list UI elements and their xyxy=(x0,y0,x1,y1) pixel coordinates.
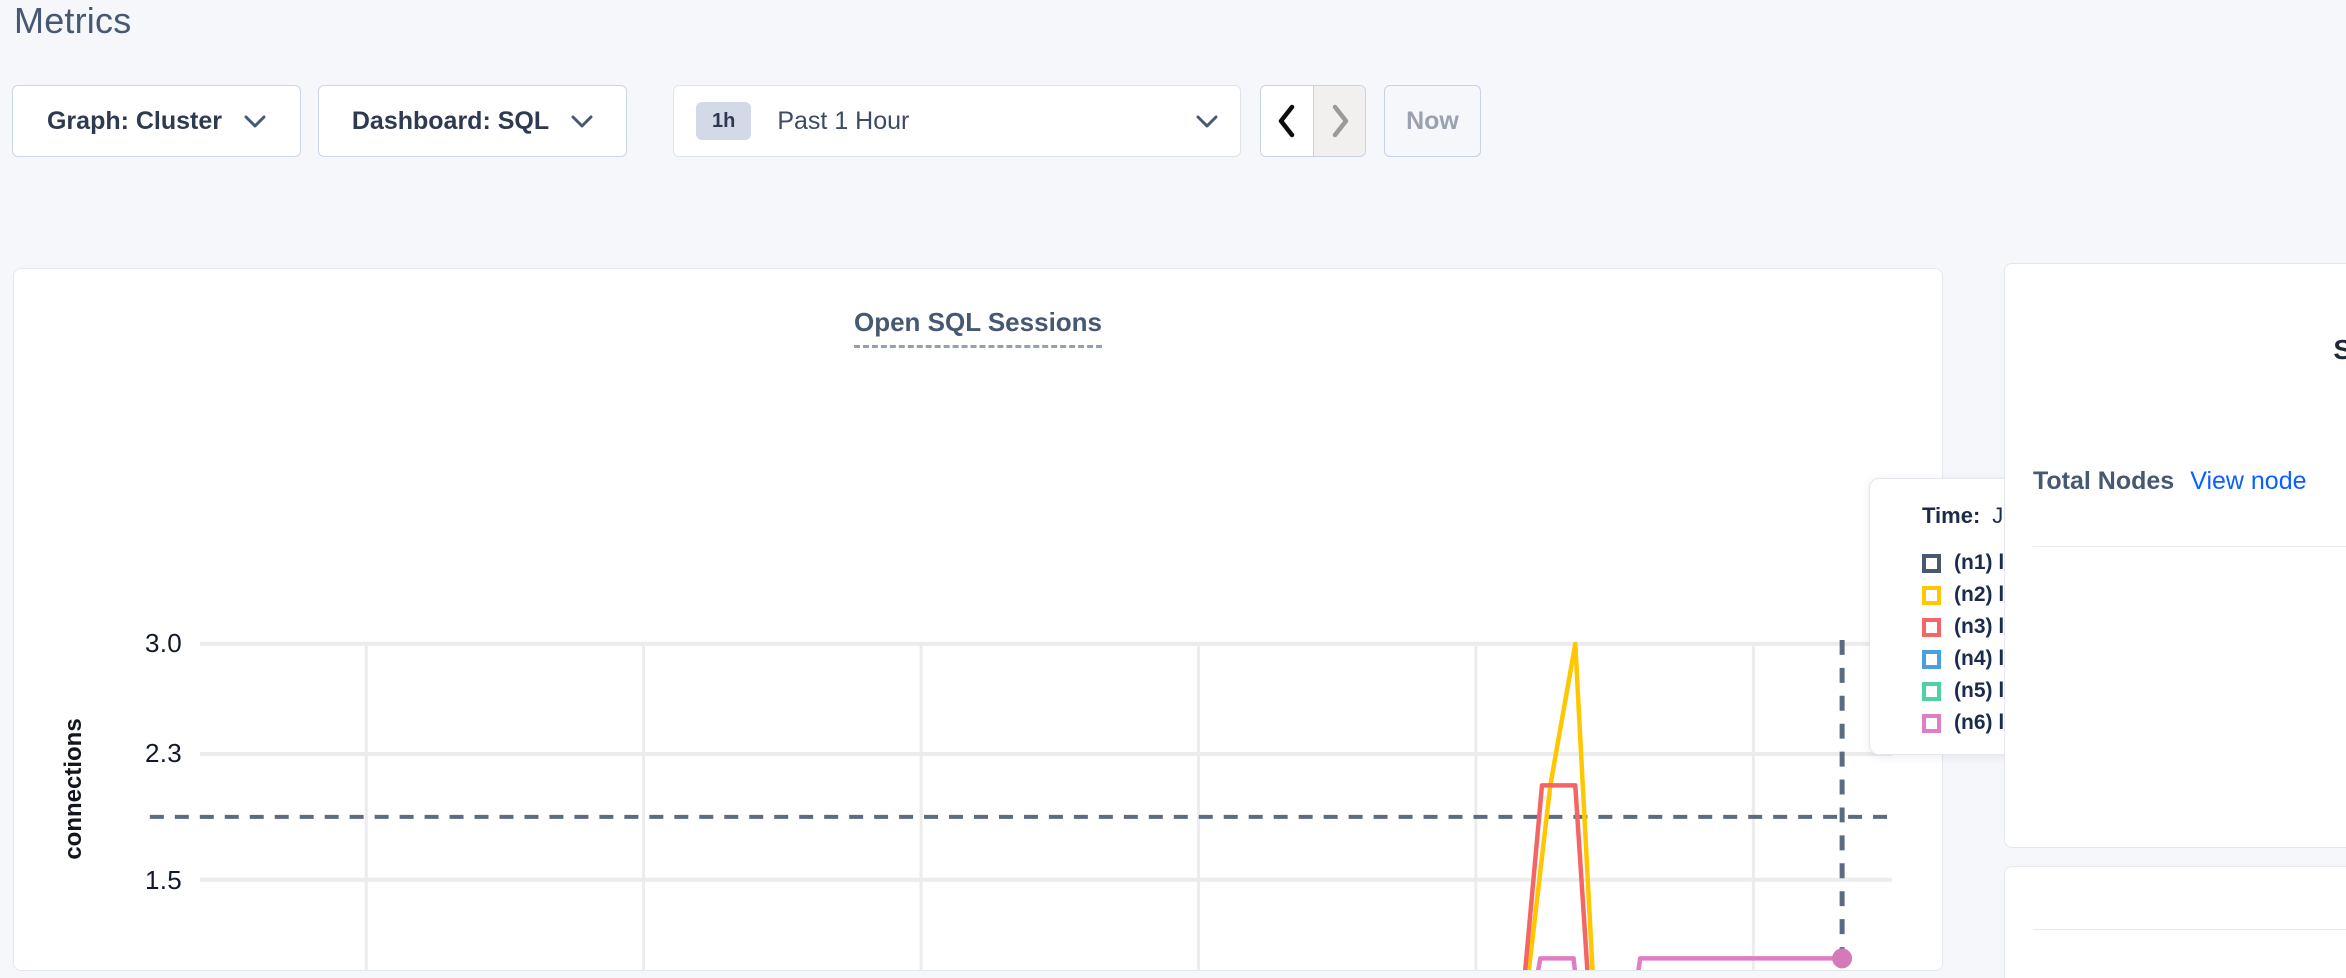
toolbar: Graph: Cluster Dashboard: SQL 1h Past 1 … xyxy=(12,85,1481,157)
summary-divider xyxy=(2033,546,2346,547)
page-title: Metrics xyxy=(14,0,132,41)
series-color-swatch xyxy=(1922,713,1941,733)
time-range-label: Past 1 Hour xyxy=(777,106,910,135)
tooltip-time-label: Time: xyxy=(1922,503,1981,528)
series-color-swatch xyxy=(1922,585,1941,605)
chevron-down-icon xyxy=(244,115,266,128)
chevron-down-icon xyxy=(1196,115,1218,128)
chart-plot-area[interactable] xyxy=(14,269,1942,970)
y-axis-tick-label: 1.5 xyxy=(144,864,182,895)
y-axis-tick-label: 0.8 xyxy=(62,975,182,978)
graph-select-label: Graph: Cluster xyxy=(46,106,223,135)
dashboard-select-label: Dashboard: SQL xyxy=(351,106,550,135)
series-color-swatch xyxy=(1922,617,1941,637)
series-color-swatch xyxy=(1922,681,1941,701)
p99-latency-card: P99 latency xyxy=(2004,866,2346,978)
open-sql-sessions-chart-card: Open SQL Sessions connections 0.00.81.52… xyxy=(13,268,1943,978)
y-axis-tick-label: 2.3 xyxy=(144,738,182,769)
chevron-down-icon xyxy=(571,115,593,128)
series-color-swatch xyxy=(1922,553,1941,573)
summary-card: Summ Total Nodes View node xyxy=(2004,263,2346,848)
now-button: Now xyxy=(1384,85,1481,157)
p99-divider xyxy=(2033,929,2346,930)
next-time-button xyxy=(1313,86,1365,156)
graph-select-dropdown[interactable]: Graph: Cluster xyxy=(12,85,301,157)
view-nodes-link[interactable]: View node xyxy=(2190,467,2307,495)
dashboard-select-dropdown[interactable]: Dashboard: SQL xyxy=(318,85,627,157)
time-range-selector[interactable]: 1h Past 1 Hour xyxy=(673,85,1241,157)
y-axis-tick-label: 3.0 xyxy=(144,628,182,658)
total-nodes-label: Total Nodes xyxy=(2033,467,2175,495)
previous-time-button[interactable] xyxy=(1261,86,1313,156)
time-range-badge: 1h xyxy=(696,102,752,140)
series-color-swatch xyxy=(1922,649,1941,669)
chart-title: Open SQL Sessions xyxy=(14,307,1942,348)
time-nav-group xyxy=(1260,85,1366,157)
summary-title: Summ xyxy=(2333,334,2346,365)
total-nodes-row: Total Nodes View node xyxy=(2033,467,2307,496)
